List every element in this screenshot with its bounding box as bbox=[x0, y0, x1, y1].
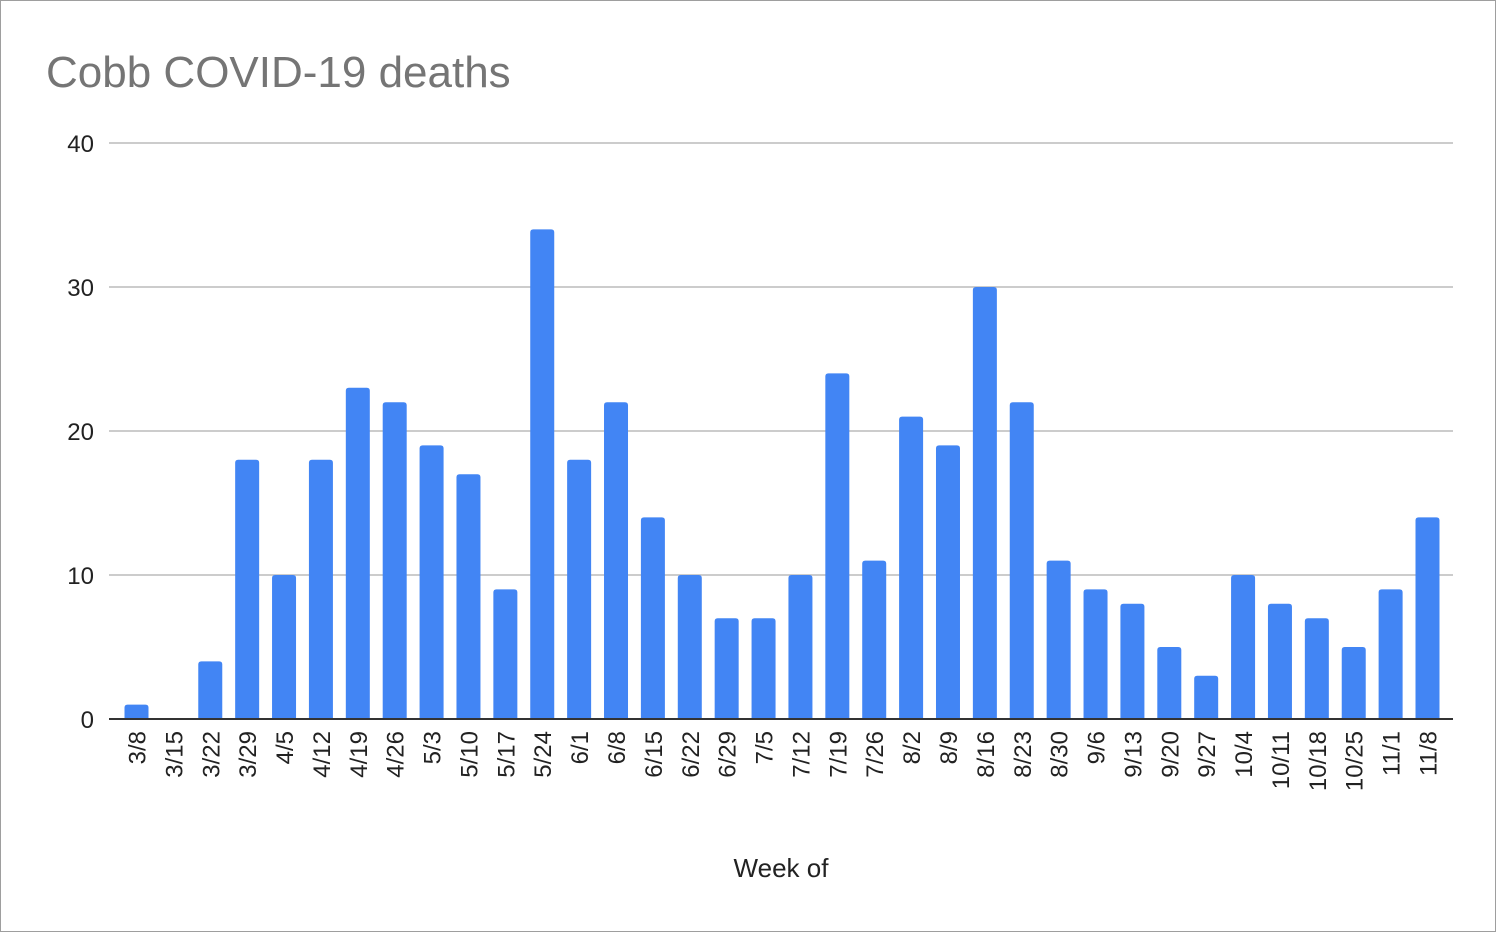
x-tick-label: 9/6 bbox=[1084, 731, 1111, 764]
bar-8-30 bbox=[1046, 560, 1071, 719]
bar-9-20 bbox=[1157, 647, 1182, 719]
y-tick-label: 30 bbox=[67, 275, 94, 302]
x-tick-label: 3/22 bbox=[198, 731, 225, 778]
x-tick-label: 9/27 bbox=[1194, 731, 1221, 778]
x-tick-label: 6/15 bbox=[641, 731, 668, 778]
x-tick-label: 8/9 bbox=[936, 731, 963, 764]
x-tick-label: 7/19 bbox=[825, 731, 852, 778]
bar-8-9 bbox=[935, 445, 960, 719]
x-tick-label: 4/26 bbox=[383, 731, 410, 778]
x-tick-label: 7/5 bbox=[752, 731, 779, 764]
x-tick-label: 4/5 bbox=[272, 731, 299, 764]
chart-title: Cobb COVID-19 deaths bbox=[46, 48, 511, 97]
bar-5-17 bbox=[493, 589, 518, 719]
bar-10-18 bbox=[1304, 618, 1329, 719]
x-tick-label: 8/2 bbox=[899, 731, 926, 764]
bar-8-2 bbox=[899, 416, 924, 719]
bar-7-5 bbox=[751, 618, 776, 719]
gridlines bbox=[109, 142, 1453, 576]
x-tick-label: 3/29 bbox=[235, 731, 262, 778]
bar-4-12 bbox=[308, 459, 333, 719]
bar-6-22 bbox=[677, 575, 702, 719]
x-tick-label: 6/22 bbox=[678, 731, 705, 778]
bar-10-25 bbox=[1341, 647, 1366, 719]
bar-7-26 bbox=[862, 560, 887, 719]
y-axis-ticks: 0 10 20 30 40 bbox=[67, 131, 94, 734]
bar-6-1 bbox=[567, 459, 592, 719]
x-tick-label: 3/8 bbox=[125, 731, 152, 764]
bar-5-3 bbox=[419, 445, 444, 719]
bar-11-1 bbox=[1378, 589, 1403, 719]
bar-7-12 bbox=[788, 575, 813, 719]
bar-6-15 bbox=[640, 517, 665, 719]
x-tick-label: 6/8 bbox=[604, 731, 631, 764]
x-tick-label: 8/23 bbox=[1010, 731, 1037, 778]
bar-5-24 bbox=[530, 229, 555, 719]
x-tick-label: 10/11 bbox=[1268, 731, 1295, 789]
x-tick-label: 7/26 bbox=[862, 731, 889, 778]
bar-3-29 bbox=[235, 459, 260, 719]
x-tick-label: 5/24 bbox=[530, 731, 557, 778]
x-tick-label: 9/13 bbox=[1120, 731, 1147, 778]
x-tick-label: 6/29 bbox=[715, 731, 742, 778]
y-tick-label: 0 bbox=[81, 707, 94, 734]
x-tick-label: 8/16 bbox=[973, 731, 1000, 778]
x-tick-label: 4/19 bbox=[346, 731, 373, 778]
bar-8-23 bbox=[1009, 402, 1034, 719]
bars bbox=[124, 229, 1440, 719]
bar-3-22 bbox=[198, 661, 223, 719]
bar-6-8 bbox=[604, 402, 629, 719]
x-axis-ticks: 3/8 3/15 3/22 3/29 4/5 4/12 4/19 4/26 5/3 5/10 5/1… bbox=[125, 731, 1443, 791]
x-tick-label: 4/12 bbox=[309, 731, 336, 778]
bar-6-29 bbox=[714, 618, 739, 719]
x-tick-label: 7/12 bbox=[788, 731, 815, 778]
bar-8-16 bbox=[972, 287, 997, 719]
x-tick-label: 5/10 bbox=[456, 731, 483, 778]
x-tick-label: 5/17 bbox=[493, 731, 520, 778]
x-tick-label: 5/3 bbox=[420, 731, 447, 764]
x-tick-label: 8/30 bbox=[1047, 731, 1074, 778]
bar-11-8 bbox=[1415, 517, 1440, 719]
bar-9-27 bbox=[1194, 675, 1219, 719]
bar-7-19 bbox=[825, 373, 850, 719]
bar-3-8 bbox=[124, 704, 149, 719]
y-tick-label: 10 bbox=[67, 563, 94, 590]
y-tick-label: 20 bbox=[67, 419, 94, 446]
bar-4-5 bbox=[272, 575, 297, 719]
bar-4-19 bbox=[345, 387, 370, 719]
x-tick-label: 3/15 bbox=[161, 731, 188, 778]
x-tick-label: 10/25 bbox=[1342, 731, 1369, 791]
x-tick-label: 10/18 bbox=[1305, 731, 1332, 791]
y-tick-label: 40 bbox=[67, 131, 94, 158]
x-axis-title: Week of bbox=[734, 853, 830, 883]
x-tick-label: 11/1 bbox=[1379, 731, 1406, 776]
x-tick-label: 9/20 bbox=[1157, 731, 1184, 778]
x-tick-label: 10/4 bbox=[1231, 731, 1258, 778]
bar-5-10 bbox=[456, 474, 481, 719]
bar-9-13 bbox=[1120, 603, 1145, 719]
x-tick-label: 11/8 bbox=[1416, 731, 1443, 776]
bar-4-26 bbox=[382, 402, 407, 719]
bar-10-4 bbox=[1231, 575, 1256, 719]
bar-10-11 bbox=[1267, 603, 1292, 719]
x-tick-label: 6/1 bbox=[567, 731, 594, 764]
bar-9-6 bbox=[1083, 589, 1108, 719]
